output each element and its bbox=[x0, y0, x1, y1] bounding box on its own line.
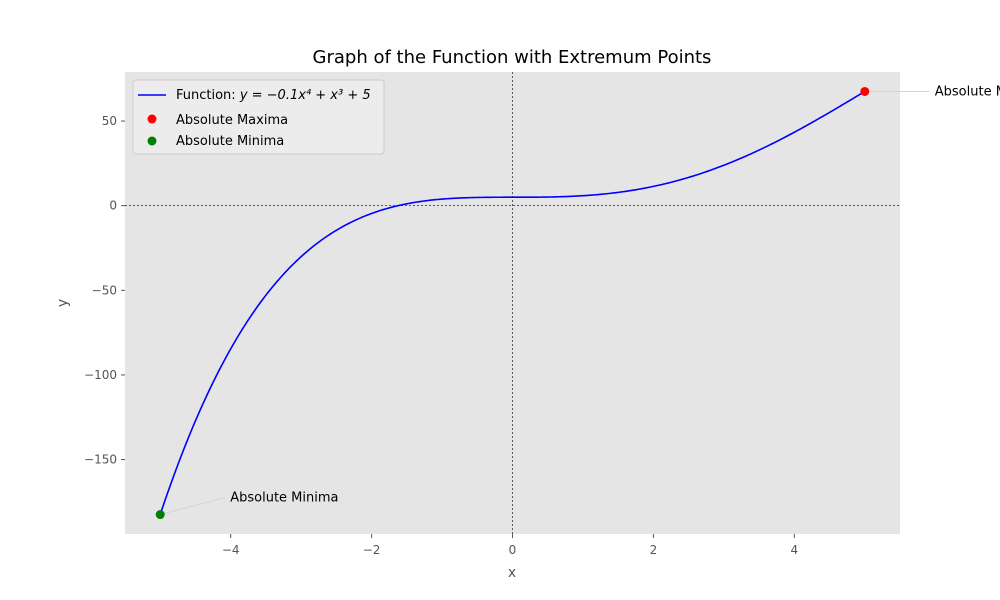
legend: Function: y = −0.1x⁴ + x³ + 5 Absolute M… bbox=[132, 79, 385, 155]
y-tick-label: −50 bbox=[92, 283, 117, 297]
legend-box bbox=[132, 79, 385, 155]
y-tick-label: 50 bbox=[102, 114, 117, 128]
annotation-connector bbox=[160, 497, 226, 515]
y-axis-ticks: 50 0 −50 −100 −150 bbox=[84, 114, 125, 467]
x-tick-label: 2 bbox=[650, 543, 658, 557]
x-axis-label: x bbox=[508, 565, 516, 581]
x-tick-label: 0 bbox=[509, 543, 517, 557]
legend-maxima-label: Absolute Maxima bbox=[176, 113, 288, 128]
x-tick-label: −4 bbox=[222, 543, 240, 557]
x-axis-ticks: −4 −2 0 2 4 bbox=[222, 534, 798, 557]
y-tick-label: 0 bbox=[109, 199, 117, 213]
legend-function-formula: y = −0.1x⁴ + x³ + 5 bbox=[239, 88, 371, 103]
y-tick-label: −150 bbox=[84, 453, 117, 467]
maxima-point bbox=[860, 86, 870, 96]
legend-maxima-marker bbox=[147, 114, 157, 124]
reference-lines bbox=[125, 72, 900, 534]
legend-minima-marker bbox=[147, 136, 157, 146]
y-tick-label: −100 bbox=[84, 368, 117, 382]
legend-minima-label: Absolute Minima bbox=[176, 134, 284, 149]
annotation-minima-label: Absolute Minima bbox=[230, 491, 338, 506]
chart-title: Graph of the Function with Extremum Poin… bbox=[313, 47, 712, 68]
legend-function-prefix: Function: bbox=[176, 88, 240, 103]
annotations: Absolute Maxima Absolute Minima bbox=[160, 84, 1000, 515]
legend-function-label: Function: y = −0.1x⁴ + x³ + 5 bbox=[176, 88, 371, 103]
extremum-points bbox=[155, 86, 870, 520]
annotation-maxima-label: Absolute Maxima bbox=[935, 84, 1000, 99]
function-curve bbox=[159, 90, 866, 515]
x-tick-label: 4 bbox=[790, 543, 798, 557]
x-tick-label: −2 bbox=[363, 543, 381, 557]
minima-point bbox=[155, 510, 165, 520]
y-axis-label: y bbox=[55, 299, 71, 307]
